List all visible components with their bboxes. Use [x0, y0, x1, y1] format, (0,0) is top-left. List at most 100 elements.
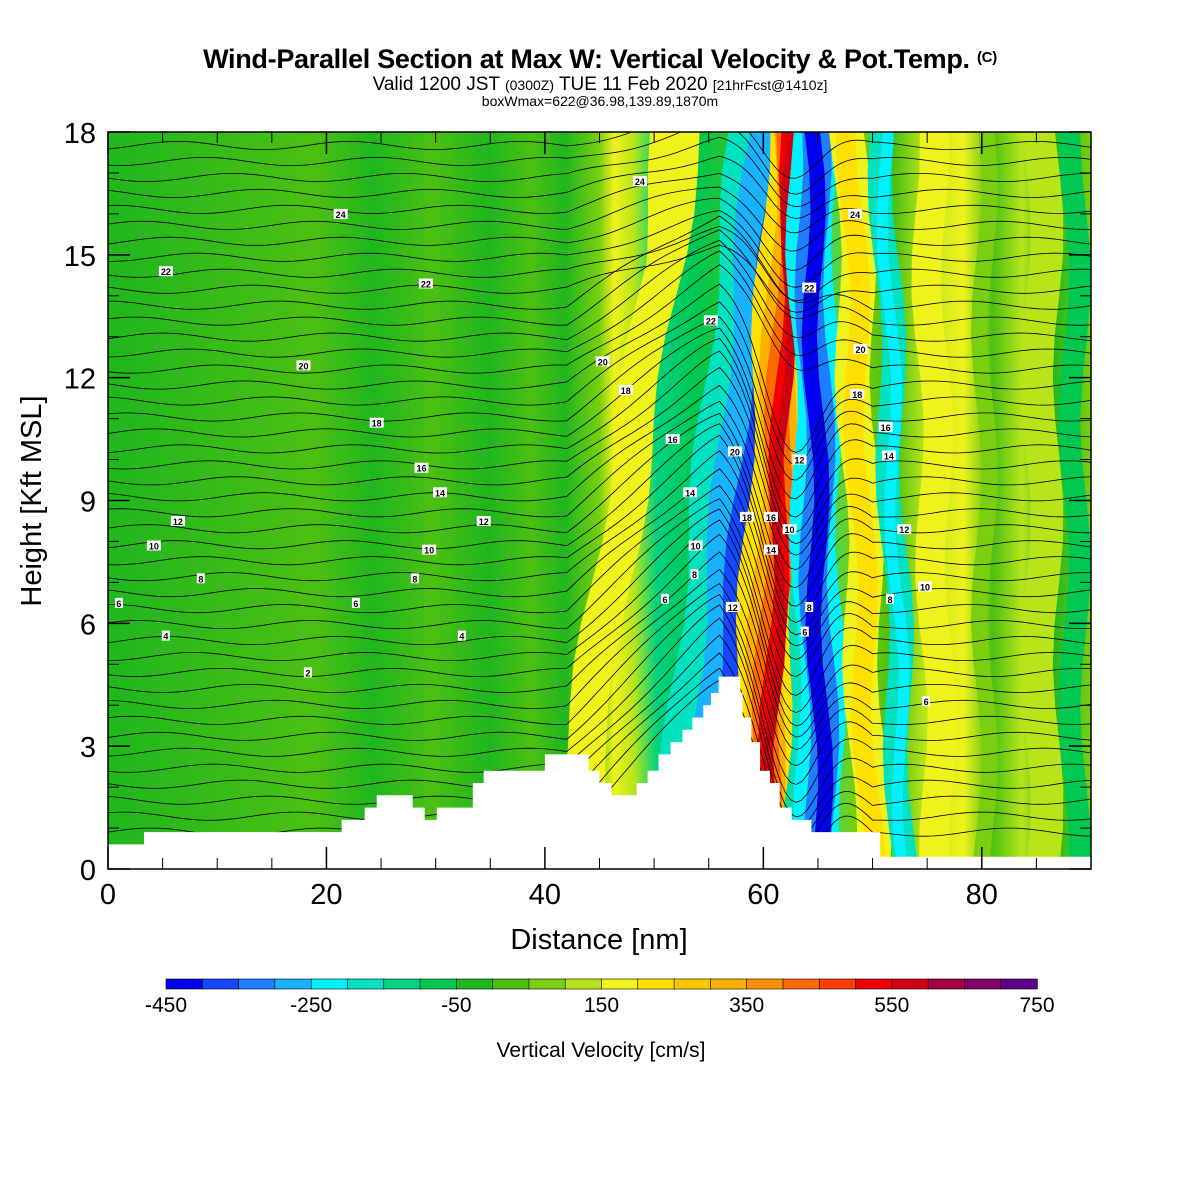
- velocity-band: [876, 132, 910, 869]
- theta-contour-line: [108, 617, 1091, 818]
- theta-contour-line: [108, 210, 1091, 288]
- theta-contour-label: 20: [853, 344, 868, 355]
- theta-label-text: 10: [785, 525, 795, 535]
- theta-contour-line: [108, 484, 1091, 660]
- valid-date: TUE 11 Feb 2020: [558, 74, 708, 95]
- theta-contour-line: [108, 400, 1091, 571]
- colorbar-swatch: [782, 978, 820, 990]
- theta-label-box: [476, 515, 491, 526]
- box-info-line: boxWmax=622@36.98,139.89,1870m: [481, 93, 719, 109]
- theta-contour-label: 18: [369, 417, 384, 429]
- theta-contour-label: 20: [595, 356, 610, 367]
- theta-label-box: [422, 544, 437, 555]
- x-axis-label: Distance [nm]: [510, 924, 687, 956]
- velocity-band: [835, 132, 886, 869]
- theta-label-text: 20: [598, 357, 608, 367]
- y-axis-label: Height [Kft MSL]: [16, 395, 48, 606]
- colorbar-swatch: [746, 978, 784, 990]
- colorbar-swatch: [637, 978, 675, 990]
- theta-label-box: [727, 446, 742, 457]
- theta-label-box: [763, 544, 778, 555]
- theta-label-text: 14: [884, 451, 894, 461]
- theta-label-box: [161, 630, 170, 641]
- colorbar-label: Vertical Velocity [cm/s]: [497, 1039, 706, 1062]
- theta-contour-label: 22: [158, 266, 173, 277]
- theta-label-box: [296, 360, 311, 371]
- theta-contour-label: 22: [418, 278, 433, 289]
- valid-time-line: Valid 1200 JST (0300Z) TUE 11 Feb 2020 […: [0, 74, 1200, 96]
- theta-label-text: 24: [336, 210, 346, 220]
- theta-contour-label: 14: [433, 487, 448, 498]
- theta-label-text: 24: [850, 210, 860, 220]
- theta-label-text: 8: [807, 603, 812, 613]
- zulu-time: (0300Z): [504, 77, 554, 93]
- theta-contour-line: [108, 384, 1091, 556]
- theta-label-box: [683, 487, 698, 498]
- theta-label-box: [665, 434, 680, 445]
- theta-label-box: [805, 601, 814, 612]
- theta-label-box: [881, 450, 896, 461]
- theta-contour-label: 16: [763, 511, 778, 523]
- theta-contour-line: [108, 244, 1091, 313]
- theta-contour-line: [108, 229, 1091, 326]
- theta-contour-line: [108, 136, 1091, 208]
- theta-contour-line: [108, 634, 1091, 829]
- theta-contour-label: 6: [800, 626, 809, 638]
- colorbar-swatch: [383, 978, 421, 990]
- theta-contour-line: [108, 498, 1091, 677]
- theta-contour-line: [108, 519, 1091, 714]
- y-tick-label: 3: [80, 732, 96, 764]
- colorbar-swatch: [855, 978, 893, 990]
- theta-label-text: 10: [424, 546, 434, 556]
- theta-contour-label: 8: [410, 573, 419, 584]
- theta-label-text: 6: [116, 599, 121, 609]
- x-tick-label: 60: [747, 879, 779, 911]
- theta-label-box: [333, 208, 348, 219]
- theta-label-text: 12: [899, 525, 909, 535]
- theta-label-text: 20: [856, 345, 866, 355]
- theta-label-text: 6: [663, 595, 668, 605]
- theta-contour-label: 24: [632, 176, 647, 187]
- theta-contour-label: 8: [690, 569, 699, 580]
- velocity-band: [970, 132, 998, 869]
- colorbar-swatch: [673, 978, 712, 990]
- colorbar-swatch: [964, 978, 1002, 990]
- theta-label-text: 22: [706, 316, 716, 326]
- theta-contour-label: 12: [170, 515, 185, 527]
- theta-contour-label: 12: [476, 515, 491, 527]
- theta-contour-labels: 24 22 22 20 18 16 14 12 10 8 6 4 2 12 10 8 6 4 24 20 18 16 14 1…: [114, 176, 932, 707]
- theta-contour-label: 10: [146, 540, 161, 552]
- theta-label-box: [763, 511, 778, 522]
- theta-label-box: [922, 696, 931, 707]
- colorbar-swatch: [601, 978, 639, 990]
- theta-label-box: [800, 626, 809, 637]
- chart-title: Wind-Parallel Section at Max W: Vertical…: [0, 44, 1200, 75]
- theta-contour-line: [108, 316, 1091, 481]
- theta-label-box: [878, 421, 893, 432]
- forecast-info: [21hrFcst@1410z]: [712, 77, 828, 93]
- theta-label-text: 24: [635, 177, 645, 187]
- theta-contour-line: [108, 264, 1091, 374]
- colorbar-swatch: [274, 978, 312, 990]
- theta-label-box: [850, 389, 865, 400]
- colorbar-tick-label: -450: [145, 994, 187, 1017]
- theta-label-text: 14: [435, 488, 445, 498]
- theta-label-text: 4: [163, 632, 168, 642]
- theta-contour-line: [108, 327, 1091, 500]
- theta-contour-line: [108, 413, 1091, 589]
- y-tick-label: 9: [80, 487, 96, 519]
- theta-label-text: 6: [924, 697, 929, 707]
- velocity-band: [761, 132, 798, 869]
- colorbar-swatch: [528, 978, 566, 990]
- theta-label-box: [146, 540, 161, 551]
- theta-contour-line: [108, 350, 1091, 533]
- theta-contour-label: 8: [886, 593, 895, 605]
- plot-area: 24 22 22 20 18 16 14 12 10 8 6 4 2 12 10 8 6 4 24 20 18 16 14 1…: [108, 132, 1091, 869]
- theta-contour-label: 4: [457, 630, 466, 642]
- theta-contour-label: 22: [703, 315, 718, 326]
- theta-contour-label: 10: [688, 540, 703, 552]
- theta-contour-line: [108, 225, 1091, 302]
- theta-label-text: 8: [198, 574, 203, 584]
- theta-label-box: [792, 454, 807, 465]
- theta-label-text: 12: [728, 603, 738, 613]
